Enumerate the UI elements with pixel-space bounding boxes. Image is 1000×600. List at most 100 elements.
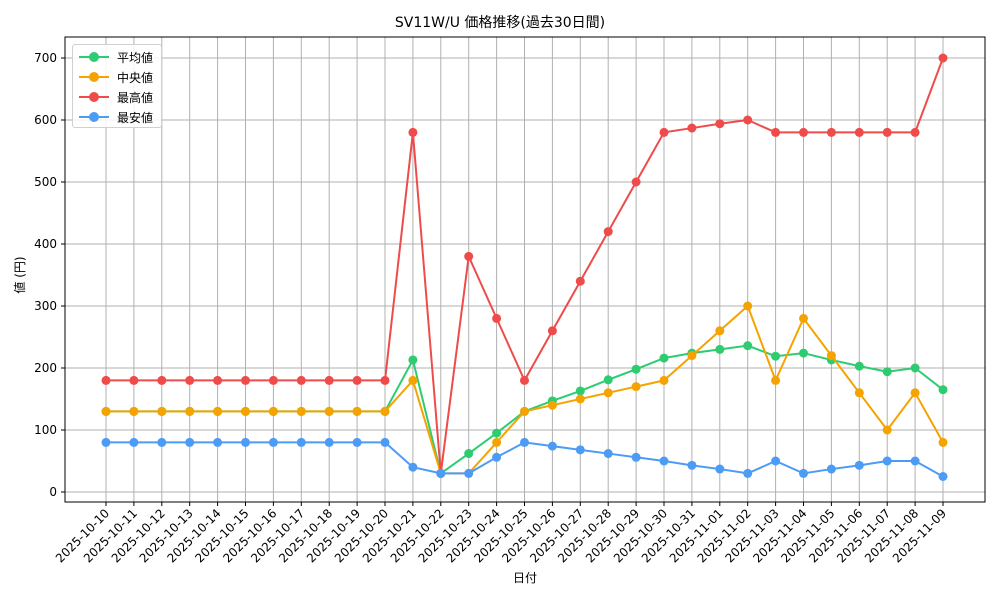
data-point <box>324 437 334 447</box>
data-point <box>687 123 697 133</box>
data-point <box>575 394 585 404</box>
data-point <box>743 115 753 125</box>
data-point <box>492 452 502 462</box>
data-point <box>352 406 362 416</box>
legend: 平均値 中央値 最高値 最安値 <box>72 44 162 128</box>
data-point <box>101 375 111 385</box>
data-point <box>715 326 725 336</box>
data-point <box>380 437 390 447</box>
data-point <box>380 406 390 416</box>
data-point <box>408 127 418 137</box>
data-point <box>380 375 390 385</box>
data-point <box>185 437 195 447</box>
data-point <box>799 313 808 323</box>
data-point <box>715 464 725 474</box>
data-point <box>268 406 278 416</box>
data-point <box>854 127 864 137</box>
data-point <box>575 276 585 286</box>
data-point <box>910 388 920 398</box>
legend-marker-icon <box>89 52 99 62</box>
data-point <box>743 301 753 311</box>
y-tick-label: 100 <box>34 423 57 437</box>
data-point <box>520 406 529 416</box>
data-point <box>185 406 195 416</box>
data-point <box>464 449 474 459</box>
data-point <box>268 375 278 385</box>
data-point <box>520 437 529 447</box>
data-point <box>603 388 613 398</box>
data-point <box>631 177 641 187</box>
data-point <box>743 341 753 351</box>
data-point <box>910 127 920 137</box>
data-point <box>352 375 362 385</box>
legend-item: 最安値 <box>79 107 161 127</box>
data-point <box>408 375 418 385</box>
data-point <box>687 460 697 470</box>
data-point <box>213 406 223 416</box>
series-2 <box>101 53 948 478</box>
data-point <box>575 386 585 396</box>
legend-label: 平均値 <box>117 51 154 65</box>
y-tick-label: 700 <box>34 51 57 65</box>
data-point <box>241 375 250 385</box>
y-tick-label: 200 <box>34 361 57 375</box>
data-point <box>603 375 613 385</box>
data-point <box>771 456 781 466</box>
data-point <box>101 437 111 447</box>
data-point <box>464 468 474 478</box>
legend-item: 最高値 <box>79 87 161 107</box>
data-point <box>492 437 502 447</box>
data-point <box>157 437 167 447</box>
data-point <box>938 53 948 63</box>
data-point <box>910 456 920 466</box>
data-point <box>659 127 669 137</box>
data-point <box>826 127 836 137</box>
chart-title: SV11W/U 価格推移(過去30日間) <box>394 15 606 31</box>
data-point <box>771 351 781 361</box>
data-point <box>157 375 167 385</box>
data-point <box>408 355 418 365</box>
data-point <box>324 375 334 385</box>
data-point <box>799 468 808 478</box>
data-point <box>743 468 753 478</box>
data-point <box>938 437 948 447</box>
data-point <box>771 127 781 137</box>
data-point <box>185 375 195 385</box>
data-point <box>296 406 306 416</box>
x-axis-label: 日付 <box>513 571 537 585</box>
data-point <box>910 363 920 373</box>
data-point <box>241 406 250 416</box>
data-point <box>547 441 557 451</box>
data-point <box>547 400 557 410</box>
data-point <box>101 406 111 416</box>
data-point <box>882 456 892 466</box>
data-point <box>603 227 613 237</box>
data-point <box>464 251 474 261</box>
data-point <box>129 375 139 385</box>
data-point <box>631 364 641 374</box>
data-point <box>631 382 641 392</box>
legend-marker-icon <box>89 92 99 102</box>
data-point <box>603 449 613 459</box>
y-tick-label: 500 <box>34 175 57 189</box>
data-point <box>854 361 864 371</box>
legend-marker-icon <box>89 112 99 122</box>
data-point <box>129 406 139 416</box>
y-tick-label: 400 <box>34 237 57 251</box>
data-point <box>715 344 725 354</box>
grid <box>65 37 985 502</box>
y-tick-label: 600 <box>34 113 57 127</box>
y-tick-label: 300 <box>34 299 57 313</box>
data-point <box>129 437 139 447</box>
data-point <box>687 351 697 361</box>
data-point <box>324 406 334 416</box>
legend-label: 最高値 <box>117 91 154 105</box>
data-point <box>213 375 223 385</box>
data-point <box>492 313 502 323</box>
data-point <box>938 385 948 395</box>
legend-marker-icon <box>89 72 99 82</box>
data-point <box>296 375 306 385</box>
data-point <box>715 119 725 129</box>
data-point <box>799 348 808 358</box>
